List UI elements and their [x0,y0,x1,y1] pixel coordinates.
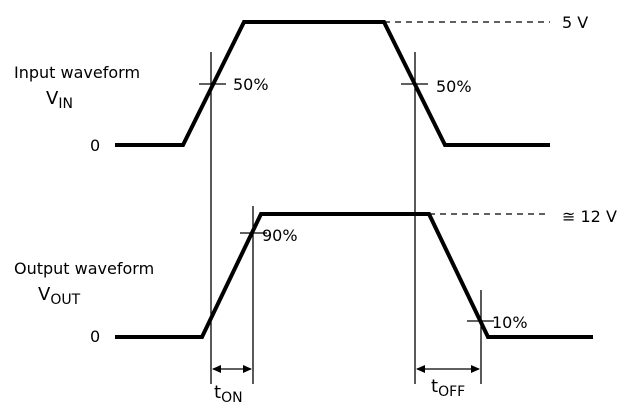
t-off-label: tOFF [431,376,465,400]
input-rise-50-label: 50% [233,75,269,94]
output-level-label: ≅ 12 V [562,207,617,226]
t-on-right-arrowhead [243,365,252,373]
t-on-left-arrowhead [212,365,221,373]
input-symbol: VIN [46,88,73,112]
t-off-left-arrowhead [416,365,425,373]
t-off-right-arrowhead [471,365,480,373]
input-waveform-trace [115,20,550,147]
output-fall-10-label: 10% [492,313,528,332]
input-fall-50-label: 50% [436,77,472,96]
output-rise-90-label: 90% [262,226,298,245]
input-level-label: 5 V [562,13,588,32]
output-zero-label: 0 [90,327,100,346]
input-zero-label: 0 [90,136,100,155]
output-title: Output waveform [14,259,154,278]
t-on-label: tON [214,382,243,403]
input-title: Input waveform [14,63,140,82]
output-waveform-trace [115,212,593,339]
output-symbol: VOUT [38,284,81,308]
